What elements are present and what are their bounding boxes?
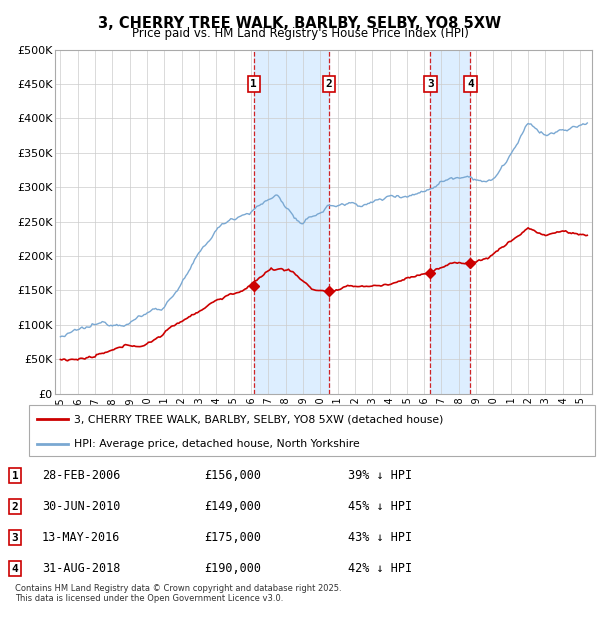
Text: 3: 3 [427,79,434,89]
Text: 31-AUG-2018: 31-AUG-2018 [42,562,121,575]
Text: £175,000: £175,000 [204,531,261,544]
Bar [254,50,329,394]
Text: Price paid vs. HM Land Registry's House Price Index (HPI): Price paid vs. HM Land Registry's House … [131,27,469,40]
Text: 45% ↓ HPI: 45% ↓ HPI [348,500,412,513]
Text: 2: 2 [326,79,332,89]
Text: £149,000: £149,000 [204,500,261,513]
Text: 43% ↓ HPI: 43% ↓ HPI [348,531,412,544]
Text: 4: 4 [11,564,19,574]
Text: 42% ↓ HPI: 42% ↓ HPI [348,562,412,575]
Text: 1: 1 [250,79,257,89]
Text: £190,000: £190,000 [204,562,261,575]
Text: 13-MAY-2016: 13-MAY-2016 [42,531,121,544]
Text: 3, CHERRY TREE WALK, BARLBY, SELBY, YO8 5XW (detached house): 3, CHERRY TREE WALK, BARLBY, SELBY, YO8 … [74,414,443,424]
FancyBboxPatch shape [29,405,595,456]
Bar [430,50,470,394]
Text: £156,000: £156,000 [204,469,261,482]
Text: 3, CHERRY TREE WALK, BARLBY, SELBY, YO8 5XW: 3, CHERRY TREE WALK, BARLBY, SELBY, YO8 … [98,16,502,30]
Text: 3: 3 [11,533,19,542]
Text: 4: 4 [467,79,474,89]
Text: 30-JUN-2010: 30-JUN-2010 [42,500,121,513]
Text: 28-FEB-2006: 28-FEB-2006 [42,469,121,482]
Text: 1: 1 [11,471,19,480]
Text: Contains HM Land Registry data © Crown copyright and database right 2025.
This d: Contains HM Land Registry data © Crown c… [15,584,341,603]
Text: 39% ↓ HPI: 39% ↓ HPI [348,469,412,482]
Text: 2: 2 [11,502,19,512]
Text: HPI: Average price, detached house, North Yorkshire: HPI: Average price, detached house, Nort… [74,438,360,449]
